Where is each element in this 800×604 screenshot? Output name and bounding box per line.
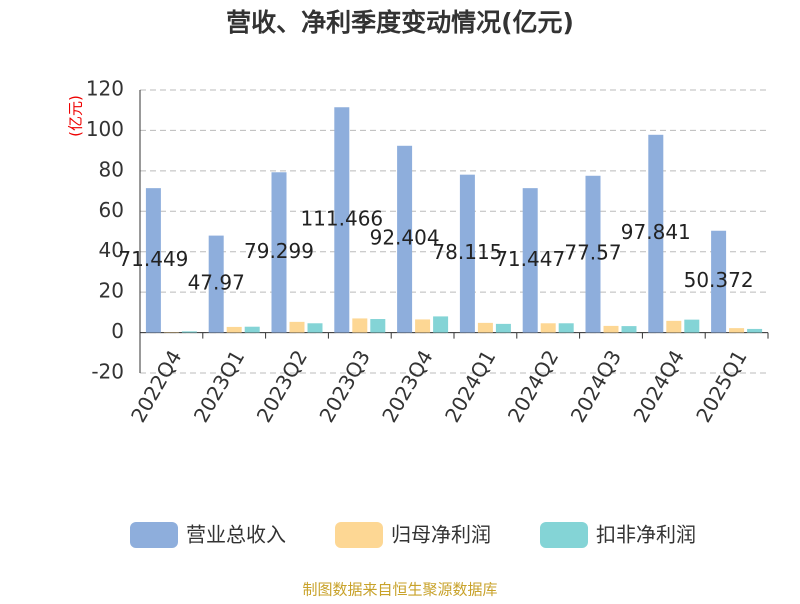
legend-swatch (540, 522, 588, 548)
y-tick-label: 80 (99, 157, 124, 181)
bar (182, 331, 197, 332)
bar (290, 322, 305, 333)
source-note: 制图数据来自恒生聚源数据库 (302, 581, 497, 599)
value-label: 77.57 (564, 241, 621, 265)
value-label: 71.449 (118, 247, 188, 271)
x-tick-label: 2022Q4 (126, 346, 186, 427)
x-tick-label: 2023Q2 (252, 346, 312, 427)
bar (433, 316, 448, 332)
value-label: 97.841 (621, 220, 691, 244)
x-tick-label: 2023Q4 (377, 346, 437, 427)
legend-label: 营业总收入 (186, 523, 286, 547)
value-label: 50.372 (684, 268, 754, 292)
value-label: 92.404 (370, 226, 440, 250)
y-tick-label: 0 (111, 319, 124, 343)
bar (559, 323, 574, 332)
y-tick-label: 20 (99, 279, 124, 303)
y-tick-label: 60 (99, 198, 124, 222)
legend-label: 归母净利润 (391, 523, 491, 547)
bar (622, 326, 637, 332)
x-tick-label: 2025Q1 (691, 346, 751, 427)
value-label: 47.97 (188, 271, 245, 295)
y-axis-label: (亿元) (67, 95, 85, 137)
y-tick-label: 100 (86, 117, 124, 141)
bar (496, 324, 511, 333)
chart-title: 营收、净利季度变动情况(亿元) (226, 8, 574, 37)
bar (666, 321, 681, 333)
bar (352, 318, 367, 332)
legend-swatch (130, 522, 178, 548)
bar (684, 320, 699, 333)
bar (415, 319, 430, 332)
x-tick-label: 2024Q3 (566, 346, 626, 427)
bar (245, 327, 260, 333)
x-tick-label: 2024Q2 (503, 346, 563, 427)
value-label: 78.115 (432, 240, 502, 264)
bar (541, 323, 556, 332)
y-tick-label: -20 (91, 360, 124, 384)
bar (227, 327, 242, 333)
bar (604, 326, 619, 333)
bar (370, 319, 385, 333)
x-tick-label: 2023Q3 (314, 346, 374, 427)
bar (308, 323, 323, 332)
bar (478, 323, 493, 333)
legend-label: 扣非净利润 (596, 523, 696, 547)
legend-swatch (335, 522, 383, 548)
value-label: 71.447 (495, 247, 565, 271)
bar (747, 329, 762, 333)
y-tick-label: 120 (86, 77, 124, 101)
bar (729, 328, 744, 332)
value-label: 79.299 (244, 239, 314, 263)
x-tick-label: 2024Q4 (628, 346, 688, 427)
x-tick-label: 2023Q1 (189, 346, 249, 427)
x-tick-label: 2024Q1 (440, 346, 500, 427)
